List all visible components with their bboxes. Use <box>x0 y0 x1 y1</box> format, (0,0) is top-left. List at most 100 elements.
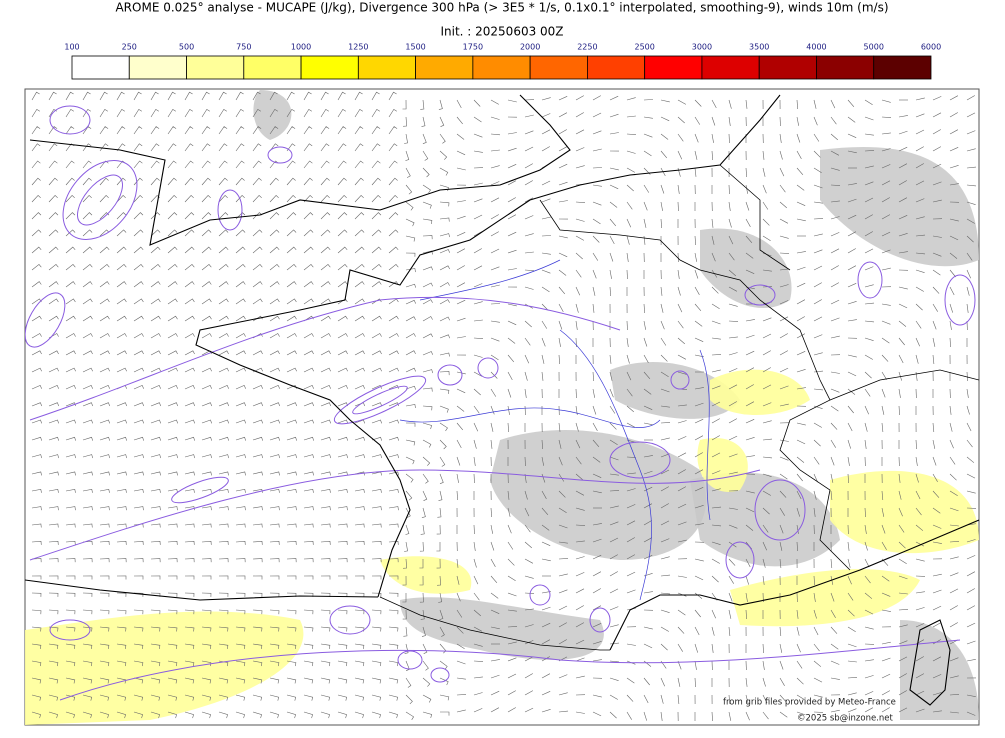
wind-barb <box>201 471 212 476</box>
wind-barb <box>133 660 144 667</box>
wind-barb <box>405 167 411 178</box>
wind-barb <box>609 694 618 700</box>
wind-barb <box>779 167 785 177</box>
wind-barb <box>915 607 925 611</box>
wind-barb <box>320 694 331 701</box>
wind-barb <box>524 114 534 118</box>
wind-barb <box>48 402 59 407</box>
wind-barb <box>371 488 382 493</box>
wind-barb <box>48 677 59 684</box>
wind-barb <box>320 194 330 203</box>
wind-barb <box>728 384 738 390</box>
wind-barb <box>507 268 517 271</box>
wind-barb <box>898 507 903 517</box>
wind-barb <box>609 473 619 476</box>
wind-barb <box>864 248 874 254</box>
wind-barb <box>320 471 331 476</box>
wind-barb <box>473 660 484 662</box>
wind-barb <box>167 91 176 101</box>
wind-barb <box>728 303 738 307</box>
wind-barb <box>354 91 363 101</box>
wind-barb <box>405 252 416 257</box>
wind-barb <box>218 540 229 545</box>
wind-barb <box>371 609 382 615</box>
wind-barb <box>269 91 278 101</box>
wind-barb <box>643 116 653 119</box>
wind-barb <box>252 626 263 632</box>
wind-barb <box>218 333 229 339</box>
wind-barb <box>796 218 806 222</box>
wind-barb <box>65 246 76 254</box>
wind-barb <box>303 626 314 632</box>
wind-barb <box>830 265 839 271</box>
wind-barb <box>966 148 976 152</box>
wind-barb <box>405 524 410 535</box>
wind-barb <box>949 422 953 432</box>
wind-barb <box>252 506 263 511</box>
wind-barb <box>150 160 160 169</box>
wind-barb <box>779 284 789 288</box>
wind-barb <box>677 404 687 407</box>
wind-barb <box>388 402 399 407</box>
wind-barb <box>847 371 857 377</box>
wind-barb <box>116 436 127 441</box>
wind-barb <box>65 402 76 407</box>
wind-barb <box>949 337 951 348</box>
wind-barb <box>779 218 789 224</box>
wind-barb <box>320 436 331 441</box>
wind-barb <box>201 677 212 684</box>
wind-barb <box>218 385 229 390</box>
wind-barb <box>643 626 653 630</box>
wind-barb <box>830 609 836 618</box>
wind-barb <box>235 402 246 407</box>
wind-barb <box>490 303 501 305</box>
wind-barb <box>402 99 407 110</box>
wind-barb <box>439 439 447 450</box>
wind-barb <box>405 150 410 161</box>
wind-barb <box>762 438 773 441</box>
wind-barb <box>65 436 76 441</box>
wind-barb <box>677 371 687 375</box>
wind-barb <box>82 523 93 528</box>
wind-barb <box>218 246 229 254</box>
wind-barb <box>31 263 42 271</box>
wind-barb <box>184 350 195 356</box>
wind-barb <box>99 385 110 390</box>
wind-barb <box>116 143 126 152</box>
wind-barb <box>354 281 365 288</box>
wind-barb <box>473 422 479 432</box>
wind-barb <box>660 677 665 687</box>
wind-barb <box>473 692 483 696</box>
wind-barb <box>762 541 767 551</box>
wind-barb <box>932 573 942 577</box>
wind-barb <box>728 336 738 339</box>
wind-barb <box>116 194 126 203</box>
wind-barb <box>48 315 59 322</box>
wind-barb <box>252 281 263 288</box>
wind-barb <box>286 333 297 339</box>
wind-barb <box>116 592 127 597</box>
wind-barb <box>626 520 636 526</box>
wind-barb <box>286 471 297 476</box>
wind-barb <box>643 405 653 410</box>
wind-barb <box>82 212 93 220</box>
wind-barb <box>490 609 500 614</box>
wind-barb <box>830 167 840 171</box>
wind-barb <box>269 523 280 528</box>
wind-barb <box>847 575 852 585</box>
wind-barb <box>201 263 212 271</box>
wind-barb <box>167 194 177 203</box>
wind-barb <box>694 320 703 327</box>
wind-barb <box>490 690 500 696</box>
wind-barb <box>966 571 976 577</box>
wind-barb <box>932 146 942 152</box>
wind-barb <box>439 609 444 620</box>
wind-barb <box>592 694 602 698</box>
wind-barb <box>473 133 483 138</box>
wind-barb <box>65 626 76 632</box>
wind-barb <box>541 113 551 118</box>
wind-barb <box>65 523 76 528</box>
wind-barb <box>575 456 582 465</box>
wind-barb <box>218 506 229 511</box>
wind-barb <box>609 588 619 594</box>
